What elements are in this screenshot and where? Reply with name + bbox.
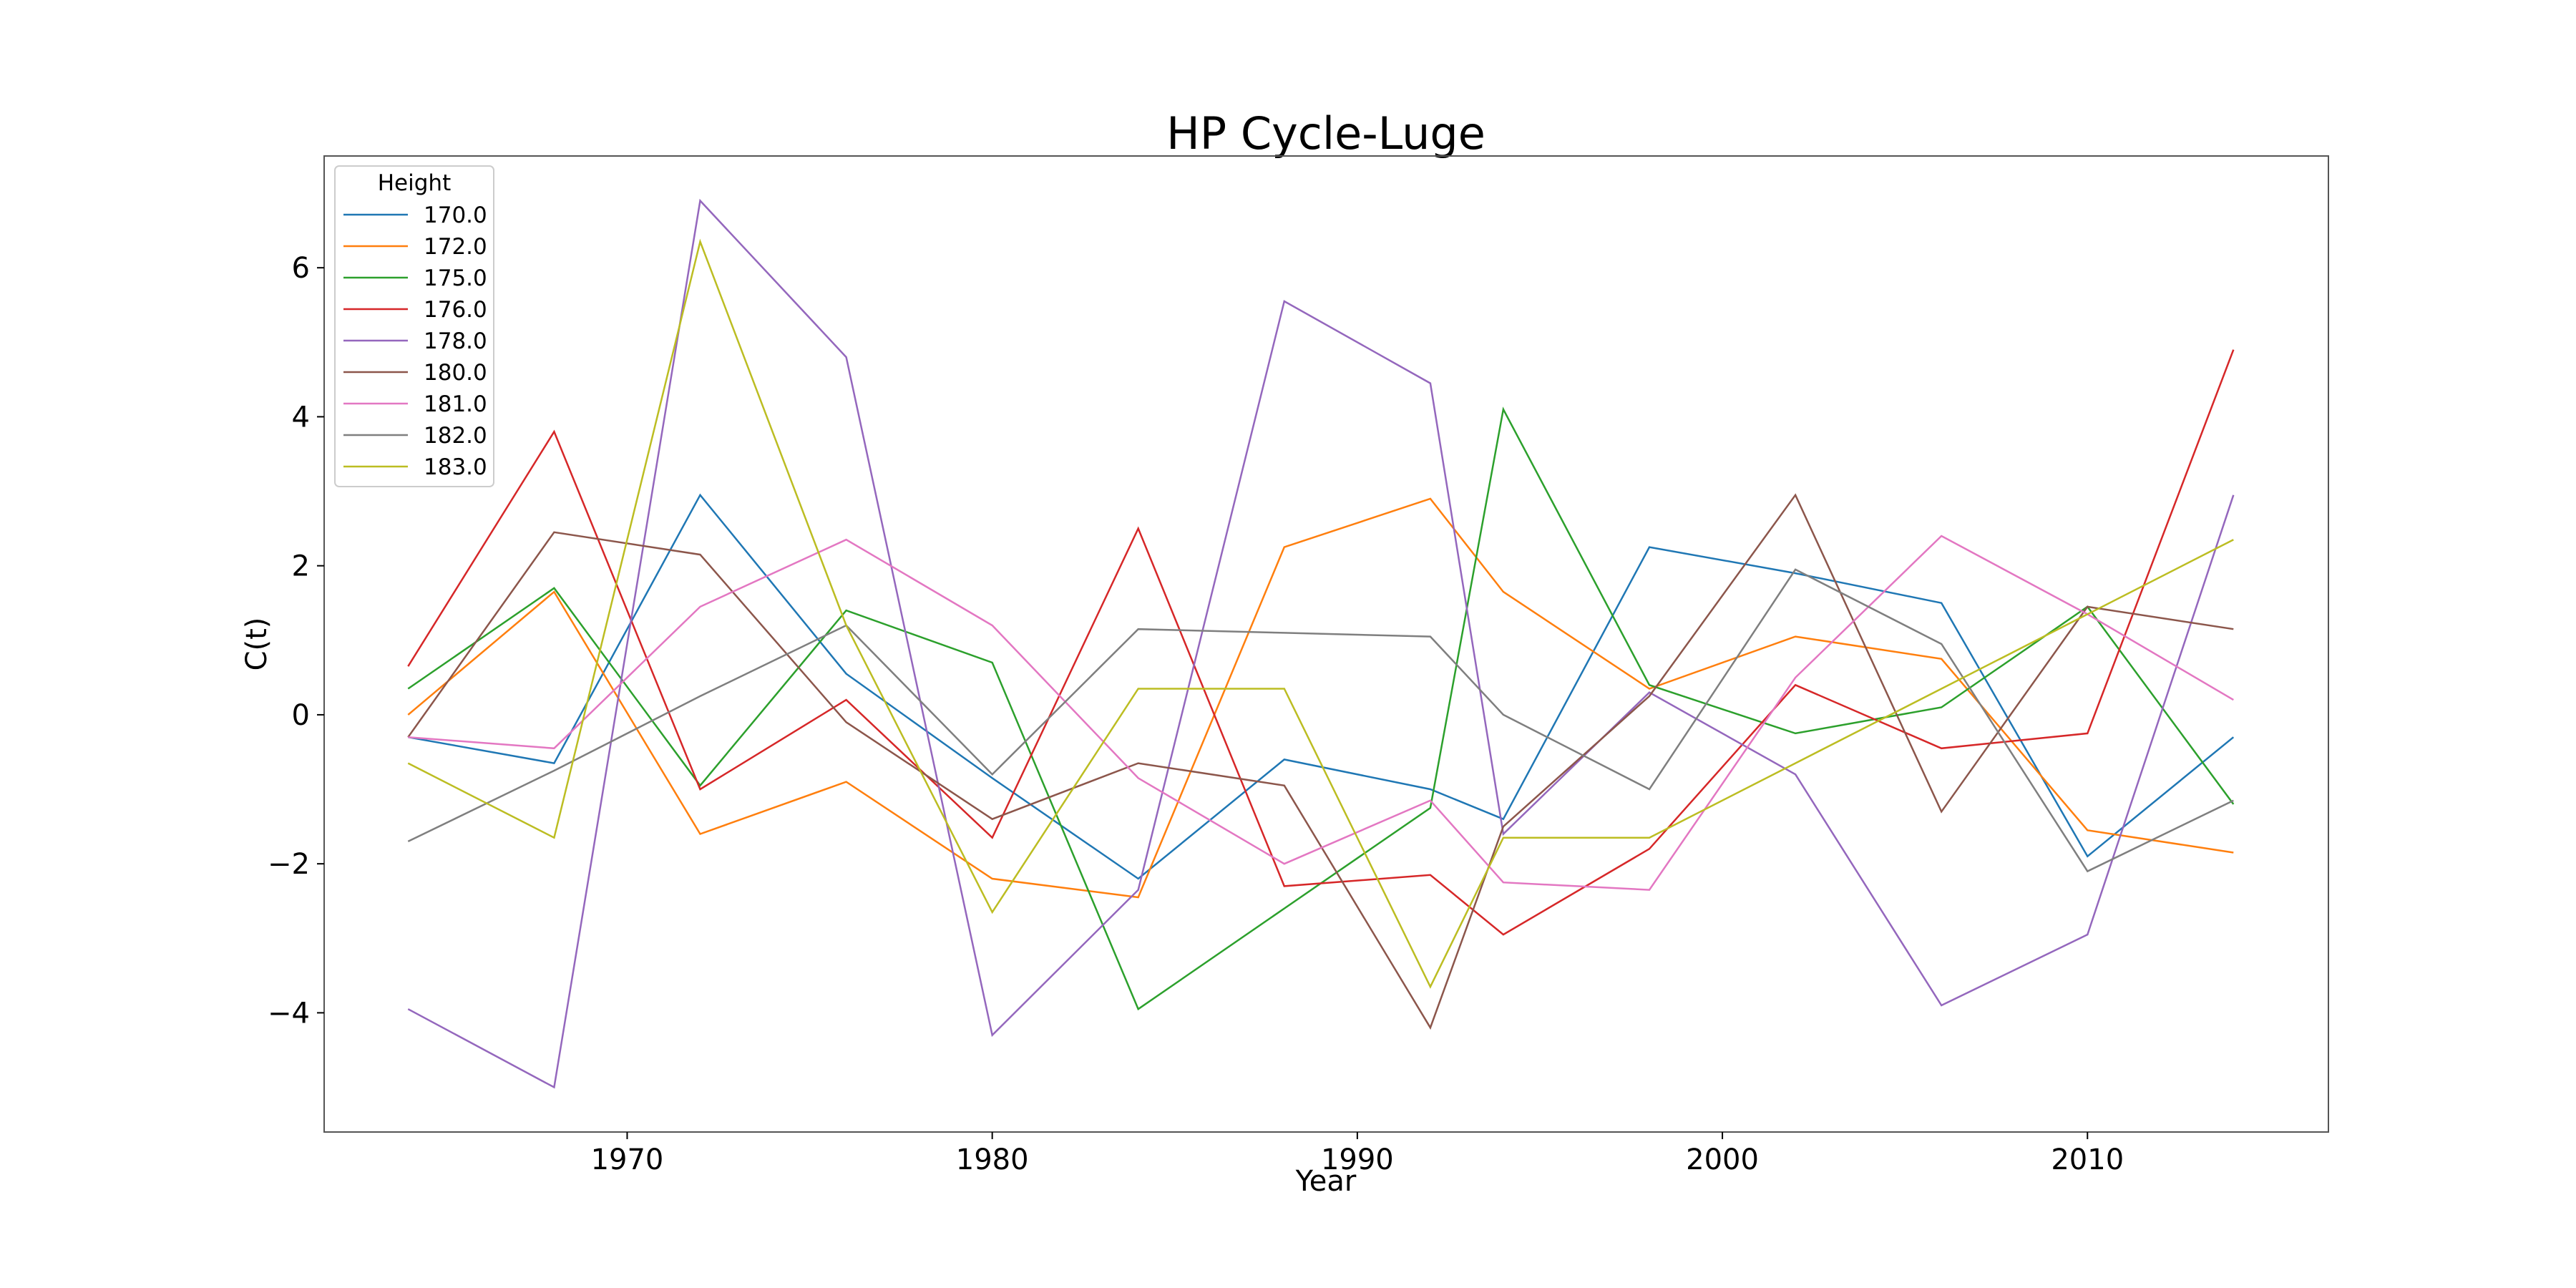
legend-label: 176.0	[424, 297, 487, 323]
x-tick-label: 2010	[2051, 1143, 2124, 1176]
legend-label: 182.0	[424, 423, 487, 449]
legend: Height 170.0 172.0 175.0 176.0 178.0 180.0 181…	[334, 165, 494, 487]
y-tick-label: −4	[268, 997, 310, 1030]
chart-title: HP Cycle-Luge	[1166, 107, 1485, 160]
x-tick-label: 1970	[591, 1143, 664, 1176]
y-axis-ticks: −4 −2 0 2 4 6	[268, 252, 324, 1030]
legend-title: Height	[378, 170, 451, 196]
legend-label: 180.0	[424, 360, 487, 386]
legend-items: 170.0 172.0 175.0 176.0 178.0 180.0 181.0 182.0…	[343, 203, 487, 480]
legend-label: 178.0	[424, 328, 487, 354]
y-tick-label: 4	[292, 401, 310, 434]
y-tick-label: 6	[292, 252, 310, 285]
legend-label: 175.0	[424, 265, 487, 291]
series-line-183-0	[407, 238, 2234, 989]
series-line-178-0	[407, 198, 2235, 1089]
y-tick-label: 0	[292, 699, 310, 732]
y-tick-label: 2	[292, 550, 310, 583]
x-axis-ticks: 1970 1980 1990 2000 2010	[591, 1132, 2124, 1176]
plot-frame	[323, 155, 2329, 1133]
legend-label: 170.0	[424, 203, 487, 228]
y-axis-label: C(t)	[240, 618, 273, 671]
legend-label: 172.0	[424, 234, 487, 260]
series-line-175-0	[407, 406, 2235, 1011]
series-line-176-0	[407, 349, 2235, 936]
series-line-170-0	[408, 493, 2235, 880]
x-axis-label: Year	[1295, 1165, 1357, 1198]
series-layer	[407, 198, 2235, 1089]
series-line-182-0	[407, 568, 2234, 873]
x-tick-label: 1980	[956, 1143, 1029, 1176]
x-tick-label: 1990	[1321, 1143, 1394, 1176]
legend-label: 181.0	[424, 391, 487, 417]
series-line-172-0	[407, 497, 2234, 899]
legend-label: 183.0	[424, 454, 487, 480]
series-line-181-0	[408, 535, 2234, 891]
series-line-180-0	[407, 493, 2234, 1030]
x-tick-label: 2000	[1686, 1143, 1759, 1176]
y-tick-label: −2	[268, 848, 310, 881]
